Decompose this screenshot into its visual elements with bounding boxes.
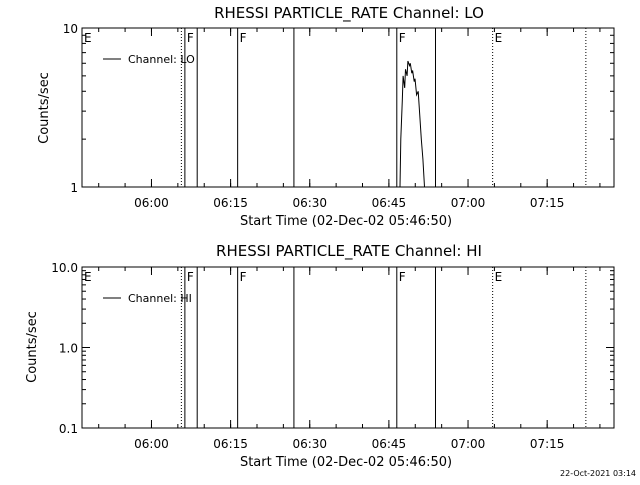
lo-series-line	[399, 60, 425, 188]
hi-event-marker-label: F	[240, 270, 247, 284]
lo-x-tick-label: 06:45	[372, 196, 407, 210]
lo-x-tick-label: 06:00	[134, 196, 169, 210]
lo-legend-label: Channel: LO	[128, 53, 195, 66]
lo-x-axis-label: Start Time (02-Dec-02 05:46:50)	[240, 214, 452, 229]
lo-plot-frame	[81, 27, 615, 188]
hi-x-tick-label: 06:30	[292, 437, 327, 451]
hi-x-tick-label: 07:15	[530, 437, 565, 451]
lo-y-tick-label: 1	[70, 181, 78, 195]
lo-channel-panel: RHESSI PARTICLE_RATE Channel: LO Start T…	[37, 4, 615, 229]
lo-y-axis-label: Counts/sec	[37, 72, 52, 144]
hi-x-tick-label: 06:45	[372, 437, 407, 451]
lo-x-tick-label: 06:15	[213, 196, 248, 210]
hi-legend-label: Channel: HI	[128, 292, 192, 305]
footer-timestamp: 22-Oct-2021 03:14	[560, 469, 636, 478]
hi-x-tick-label: 06:00	[134, 437, 169, 451]
lo-x-tick-label: 07:00	[451, 196, 486, 210]
lo-event-marker-label: E	[84, 31, 92, 45]
hi-x-tick-label: 06:15	[213, 437, 248, 451]
lo-event-marker-label: F	[187, 31, 194, 45]
lo-x-tick-label: 07:15	[530, 196, 565, 210]
lo-event-marker-label: E	[495, 31, 503, 45]
hi-x-tick-label: 07:00	[451, 437, 486, 451]
lo-chart-title: RHESSI PARTICLE_RATE Channel: LO	[214, 4, 484, 23]
hi-y-tick-label: 1.0	[59, 342, 78, 356]
hi-event-marker-label: F	[187, 270, 194, 284]
lo-x-tick-label: 06:30	[292, 196, 327, 210]
hi-y-axis-label: Counts/sec	[25, 311, 40, 383]
hi-event-marker-label: F	[399, 270, 406, 284]
hi-x-axis-label: Start Time (02-Dec-02 05:46:50)	[240, 455, 452, 470]
lo-event-marker-label: F	[399, 31, 406, 45]
hi-channel-panel: RHESSI PARTICLE_RATE Channel: HI Start T…	[25, 242, 615, 470]
lo-event-marker-label: F	[240, 31, 247, 45]
hi-y-tick-label: 10.0	[51, 261, 78, 275]
hi-event-marker-label: E	[84, 270, 92, 284]
lo-y-tick-label: 10	[63, 22, 78, 36]
hi-event-marker-label: E	[495, 270, 503, 284]
hi-chart-title: RHESSI PARTICLE_RATE Channel: HI	[216, 242, 482, 261]
hi-y-tick-label: 0.1	[59, 422, 78, 436]
